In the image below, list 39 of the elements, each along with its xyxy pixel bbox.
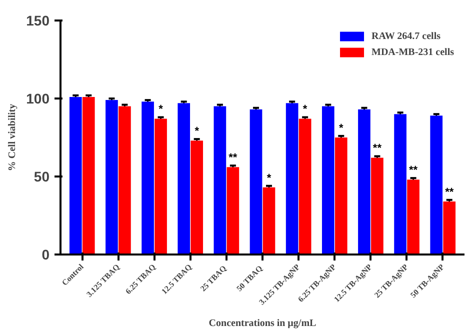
x-axis-title: Concentrations in µg/mL [208, 318, 317, 329]
bar [322, 106, 334, 254]
y-tick-label: 50 [34, 168, 50, 184]
annotation: * [266, 172, 272, 184]
annotation: * [194, 126, 200, 138]
legend-label: RAW 264.7 cells [372, 30, 440, 42]
bar [334, 138, 348, 254]
annotation: * [338, 122, 344, 134]
bar [118, 106, 131, 254]
bar [214, 106, 226, 254]
bar [226, 167, 240, 254]
bar [250, 109, 262, 254]
bar [407, 180, 420, 254]
bar [262, 187, 276, 254]
legend-label: MDA-MB-231 cells [372, 46, 454, 58]
bar [82, 96, 95, 254]
bar [443, 201, 456, 254]
annotation: ** [372, 142, 382, 155]
bar [69, 96, 82, 254]
bar [371, 158, 384, 254]
y-tick-label: 150 [26, 12, 50, 28]
y-tick-label: 100 [26, 90, 50, 106]
bar [178, 103, 190, 254]
bar [190, 140, 204, 254]
bar [154, 118, 167, 254]
annotation: ** [228, 152, 238, 164]
bar [142, 102, 154, 254]
annotation: ** [445, 186, 454, 198]
annotation: * [158, 104, 164, 116]
bar [286, 103, 298, 254]
bar [298, 118, 312, 254]
bar [394, 114, 406, 254]
y-axis-title: % Cell viability [7, 104, 18, 172]
annotation: ** [409, 164, 418, 176]
bar [430, 116, 443, 254]
bar [106, 100, 118, 254]
y-tick-label: 0 [42, 246, 50, 262]
bar [358, 109, 370, 254]
annotation: * [302, 104, 308, 116]
